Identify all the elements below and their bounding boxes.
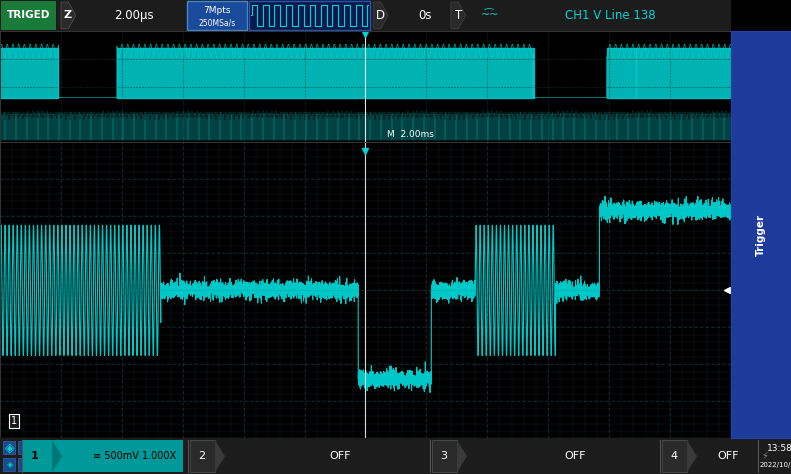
Text: 2: 2 — [199, 451, 206, 461]
Polygon shape — [117, 47, 534, 98]
Text: TRIGED: TRIGED — [7, 10, 51, 20]
FancyBboxPatch shape — [23, 440, 183, 472]
Text: 250MSa/s: 250MSa/s — [199, 18, 236, 27]
Polygon shape — [451, 2, 466, 29]
Text: ◈: ◈ — [7, 460, 13, 468]
Polygon shape — [52, 440, 62, 472]
Text: 1: 1 — [31, 451, 39, 461]
Text: 13:58: 13:58 — [767, 444, 791, 453]
Polygon shape — [373, 2, 388, 29]
Polygon shape — [215, 440, 225, 472]
FancyBboxPatch shape — [187, 1, 247, 30]
FancyBboxPatch shape — [3, 441, 15, 455]
Text: 0s: 0s — [418, 9, 432, 22]
Text: T: T — [455, 9, 462, 22]
Text: 7Mpts: 7Mpts — [203, 6, 231, 15]
Polygon shape — [457, 440, 467, 472]
FancyBboxPatch shape — [432, 440, 457, 472]
Text: 4: 4 — [671, 451, 678, 461]
Polygon shape — [636, 47, 731, 98]
Text: 2.00μs: 2.00μs — [114, 9, 153, 22]
FancyBboxPatch shape — [249, 1, 369, 30]
Text: ⚡: ⚡ — [762, 451, 768, 461]
Text: OFF: OFF — [717, 451, 739, 461]
Text: 1: 1 — [11, 416, 17, 426]
Text: ◈: ◈ — [6, 442, 15, 455]
Text: OFF: OFF — [329, 451, 350, 461]
Text: 2022/10/19: 2022/10/19 — [760, 462, 791, 468]
FancyBboxPatch shape — [3, 458, 15, 471]
Text: CH1 V Line 138: CH1 V Line 138 — [565, 9, 655, 22]
FancyBboxPatch shape — [18, 441, 30, 455]
Text: Z: Z — [63, 10, 71, 20]
Text: ≡ 500mV 1.000X: ≡ 500mV 1.000X — [93, 451, 176, 461]
Text: 3: 3 — [441, 451, 448, 461]
Text: OFF: OFF — [564, 451, 586, 461]
Text: ~͡~: ~͡~ — [480, 10, 499, 20]
Text: D: D — [377, 9, 385, 22]
FancyBboxPatch shape — [1, 1, 56, 30]
Text: Trigger: Trigger — [756, 214, 766, 255]
FancyBboxPatch shape — [18, 458, 30, 471]
FancyBboxPatch shape — [662, 440, 687, 472]
Polygon shape — [607, 47, 636, 98]
FancyBboxPatch shape — [190, 440, 215, 472]
Polygon shape — [61, 2, 76, 29]
Polygon shape — [0, 47, 59, 98]
Text: M  2.00ms: M 2.00ms — [388, 130, 434, 139]
Polygon shape — [687, 440, 697, 472]
